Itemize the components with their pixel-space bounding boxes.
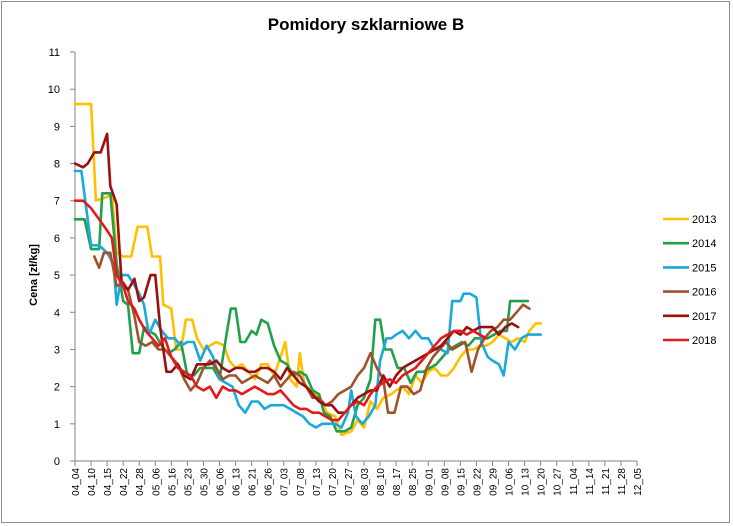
x-tick-label: 04_10 [87, 468, 98, 496]
x-tick-label: 09_15 [456, 468, 467, 496]
x-tick-label: 07_03 [280, 468, 291, 496]
legend-label-2014: 2014 [692, 238, 716, 250]
series-line-2018 [73, 199, 488, 422]
series-layer [73, 102, 542, 437]
chart-title: Pomidory szklarniowe B [268, 15, 465, 34]
x-tick-label: 06_06 [216, 468, 227, 496]
x-tick-label: 04_22 [119, 468, 130, 496]
x-tick-label: 10_13 [521, 468, 532, 496]
series-line-2013 [73, 102, 542, 437]
x-tick-label: 09_29 [488, 468, 499, 496]
x-tick-label: 05_16 [167, 468, 178, 496]
y-tick-label: 6 [54, 233, 60, 245]
y-tick-label: 2 [54, 382, 60, 394]
legend: 2013 2014 2015 2016 2017 2018 [663, 214, 716, 347]
x-tick-label: 10_27 [553, 468, 564, 496]
x-tick-label: 04_28 [135, 468, 146, 496]
y-tick-label: 0 [54, 456, 60, 468]
x-tick-label: 10_06 [505, 468, 516, 496]
x-tick-label: 07_27 [344, 468, 355, 496]
x-tick-label: 11_04 [569, 468, 580, 496]
y-tick-label: 7 [54, 196, 60, 208]
x-tick-label: 10_20 [537, 468, 548, 496]
x-tick-label: 04_15 [103, 468, 114, 496]
legend-label-2013: 2013 [692, 214, 716, 226]
legend-label-2015: 2015 [692, 262, 716, 274]
series-line-2014 [73, 192, 530, 433]
x-tick-label: 09_22 [472, 468, 483, 496]
y-axis-label: Cena [zł/kg] [28, 244, 40, 306]
axes: 0 1 2 3 4 5 6 7 8 9 10 11 04_04 04_10 04_15 04_22 04_28 0… [48, 47, 644, 496]
x-tick-label: 05_06 [151, 468, 162, 496]
x-tick-label: 05_23 [183, 468, 194, 496]
x-tick-label: 08_03 [360, 468, 371, 496]
x-tick-label: 07_20 [328, 468, 339, 496]
y-tick-label: 3 [54, 344, 60, 356]
x-tick-label: 11_14 [585, 468, 596, 496]
y-tick-label: 8 [54, 159, 60, 171]
x-tick-label: 04_04 [71, 468, 82, 496]
series-line-2017 [73, 132, 520, 414]
x-tick-label: 09_08 [440, 468, 451, 496]
y-tick-label: 11 [49, 47, 60, 59]
legend-label-2017: 2017 [692, 311, 716, 323]
x-tick-label: 11_28 [617, 468, 628, 496]
series-line-2015 [73, 169, 542, 429]
x-tick-label: 06_26 [264, 468, 275, 496]
x-tick-label: 06_13 [232, 468, 243, 496]
x-tick-label: 06_21 [248, 468, 259, 496]
y-tick-label: 1 [54, 419, 60, 431]
x-tick-label: 09_01 [424, 468, 435, 496]
x-tick-label: 07_08 [296, 468, 307, 496]
y-tick-label: 5 [54, 270, 60, 282]
x-tick-label: 12_05 [633, 468, 644, 496]
x-tick-label: 05_30 [199, 468, 210, 496]
legend-label-2016: 2016 [692, 287, 716, 299]
legend-label-2018: 2018 [692, 335, 716, 347]
x-tick-label: 11_21 [601, 468, 612, 496]
x-tick-label: 08_25 [408, 468, 419, 496]
x-tick-label: 08_17 [392, 468, 403, 496]
x-tick-label: 07_13 [312, 468, 323, 496]
y-tick-label: 9 [54, 121, 60, 133]
y-tick-label: 10 [48, 84, 60, 96]
x-tick-label: 08_10 [376, 468, 387, 496]
y-tick-label: 4 [54, 307, 60, 319]
